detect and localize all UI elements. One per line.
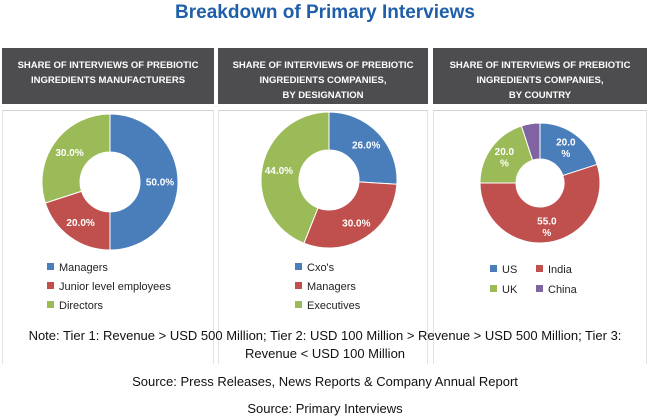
chart-title-line: INGREDIENTS MANUFACTURERS	[30, 75, 186, 86]
donut-slice-managers	[303, 181, 398, 249]
legend-label: China	[548, 284, 577, 296]
chart-title-line: BY COUNTRY	[508, 90, 572, 101]
donut-slice-managers	[109, 113, 179, 250]
legend-item: US	[490, 264, 517, 276]
note-line: Revenue < USD 100 Million	[244, 346, 406, 361]
chart-header: SHARE OF INTERVIEWS OF PREBIOTIC INGREDI…	[2, 48, 214, 104]
legend-swatch	[295, 263, 302, 270]
donut-slice-china	[520, 122, 541, 161]
chart-body	[2, 110, 214, 364]
chart-body	[218, 110, 428, 364]
donut-slice-executives	[260, 111, 330, 244]
chart-legend: Cxo's Managers Executives	[295, 262, 425, 312]
legend-item: China	[536, 284, 577, 296]
slice-data-label: 20.0%	[495, 147, 515, 170]
source-text: Source: Press Releases, News Reports & C…	[132, 374, 518, 389]
chart-legend: Managers Junior level employees Director…	[47, 262, 212, 312]
slice-data-label: 55.0%	[537, 216, 557, 239]
legend-swatch	[47, 263, 54, 270]
legend-label: Managers	[59, 262, 108, 274]
legend-label: Cxo's	[307, 262, 335, 274]
chart-legend: US India UK China	[490, 264, 640, 304]
legend-label: Junior level employees	[59, 281, 171, 293]
legend-label: India	[548, 264, 572, 276]
slice-data-label: 30.0%	[342, 219, 370, 230]
chart-panel-designation: SHARE OF INTERVIEWS OF PREBIOTIC INGREDI…	[218, 48, 428, 364]
legend-swatch	[490, 285, 497, 292]
slice-data-label: 44.0%	[265, 166, 293, 177]
chart-title-line: BY DESIGNATION	[282, 90, 364, 101]
chart-panel-manufacturers: SHARE OF INTERVIEWS OF PREBIOTIC INGREDI…	[2, 48, 214, 364]
donut-chart-designation: 26.0% 30.0% 44.0%	[260, 111, 398, 249]
chart-title-line: SHARE OF INTERVIEWS OF PREBIOTIC	[449, 60, 631, 71]
legend-item: UK	[490, 284, 517, 296]
legend-swatch	[295, 301, 302, 308]
chart-title-line: SHARE OF INTERVIEWS OF PREBIOTIC	[232, 60, 414, 71]
legend-swatch	[536, 285, 543, 292]
legend-label: UK	[502, 284, 518, 296]
slice-data-label: 20.0%	[556, 137, 576, 160]
legend-swatch	[536, 265, 543, 272]
legend-label: US	[502, 264, 518, 276]
page-title: Breakdown of Primary Interviews	[175, 2, 475, 23]
chart-title-line: INGREDIENTS COMPANIES,	[476, 75, 604, 86]
legend-item: India	[536, 264, 572, 276]
chart-body	[433, 110, 647, 364]
legend-swatch	[47, 282, 54, 289]
legend-swatch	[47, 301, 54, 308]
donut-slice-cxo-s	[328, 111, 398, 185]
legend-item: Managers	[295, 281, 356, 293]
legend-swatch	[295, 282, 302, 289]
donut-slice-directors	[41, 113, 111, 204]
legend-item: Junior level employees	[47, 281, 171, 293]
note-line: Note: Tier 1: Revenue > USD 500 Million;…	[28, 328, 622, 343]
donut-slice-india	[479, 163, 601, 244]
legend-label: Directors	[59, 300, 104, 312]
source-text: Source: Primary Interviews	[247, 401, 403, 416]
donut-chart-manufacturers: 50.0% 20.0% 30.0%	[41, 113, 179, 250]
slice-data-label: 50.0%	[146, 178, 174, 189]
chart-header: SHARE OF INTERVIEWS OF PREBIOTIC INGREDI…	[218, 48, 428, 104]
chart-title-line: SHARE OF INTERVIEWS OF PREBIOTIC	[17, 60, 199, 71]
legend-item: Cxo's	[295, 262, 334, 274]
legend-label: Managers	[307, 281, 356, 293]
note-text: Note: Tier 1: Revenue > USD 500 Million;…	[0, 327, 650, 363]
legend-label: Executives	[307, 300, 361, 312]
chart-title-line: INGREDIENTS COMPANIES,	[259, 75, 387, 86]
donut-chart-country: 20.0%55.0%20.0%5.0%	[479, 122, 601, 244]
chart-header: SHARE OF INTERVIEWS OF PREBIOTIC INGREDI…	[433, 48, 647, 104]
legend-swatch	[490, 265, 497, 272]
slice-data-label: 30.0%	[55, 148, 83, 159]
legend-item: Executives	[295, 300, 360, 312]
slice-data-label: 26.0%	[352, 141, 380, 152]
legend-item: Directors	[47, 300, 103, 312]
legend-item: Managers	[47, 262, 108, 274]
slice-data-label: 20.0%	[66, 218, 94, 229]
chart-panel-country: SHARE OF INTERVIEWS OF PREBIOTIC INGREDI…	[433, 48, 647, 364]
